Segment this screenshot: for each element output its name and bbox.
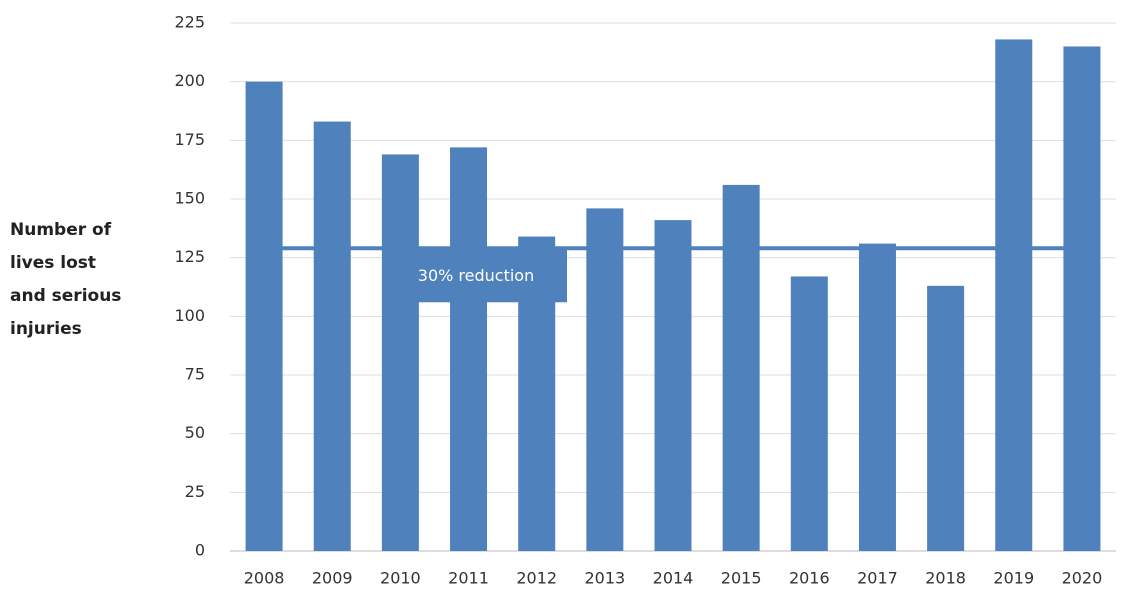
annotation-box <box>385 248 567 303</box>
bar <box>790 276 828 551</box>
x-tick-label: 2018 <box>925 569 966 588</box>
y-axis-label: and serious <box>10 286 121 306</box>
bar <box>313 121 351 551</box>
bar <box>995 39 1033 551</box>
x-tick-label: 2015 <box>721 569 762 588</box>
x-tick-label: 2016 <box>789 569 830 588</box>
bar <box>381 154 419 551</box>
y-axis-label: Number of <box>10 220 112 240</box>
bar <box>722 184 760 552</box>
x-tick-label: 2011 <box>448 569 489 588</box>
bar <box>927 285 965 551</box>
y-tick-label: 125 <box>174 247 205 266</box>
y-tick-label: 50 <box>185 423 205 442</box>
x-tick-label: 2020 <box>1062 569 1103 588</box>
annotation: 30% reduction <box>418 266 534 285</box>
x-tick-label: 2008 <box>244 569 285 588</box>
bar <box>245 81 283 552</box>
x-tick-label: 2017 <box>857 569 898 588</box>
x-tick-label: 2019 <box>993 569 1034 588</box>
y-tick-label: 100 <box>174 306 205 325</box>
bar <box>586 208 624 552</box>
bar <box>1063 46 1101 551</box>
y-tick-label: 150 <box>174 189 205 208</box>
y-tick-label: 200 <box>174 71 205 90</box>
bar <box>450 147 488 551</box>
y-tick-label: 175 <box>174 130 205 149</box>
x-tick-label: 2009 <box>312 569 353 588</box>
x-tick-label: 2014 <box>653 569 694 588</box>
x-tick-label: 2010 <box>380 569 421 588</box>
y-tick-label: 0 <box>195 541 205 560</box>
y-tick-label: 25 <box>185 482 205 501</box>
x-tick-label: 2013 <box>584 569 625 588</box>
bar <box>654 220 692 551</box>
y-tick-label: 225 <box>174 13 205 32</box>
y-tick-label: 75 <box>185 365 205 384</box>
y-axis-label: lives lost <box>10 253 96 273</box>
bar <box>858 243 896 551</box>
y-axis-label: injuries <box>10 319 82 339</box>
x-tick-label: 2012 <box>516 569 557 588</box>
